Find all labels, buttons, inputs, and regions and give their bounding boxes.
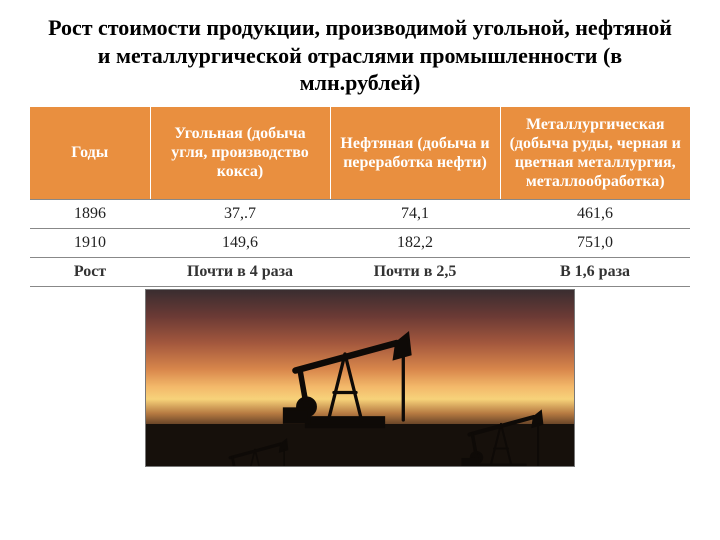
pumpjack-icon [273, 310, 416, 431]
cell-oil: 182,2 [330, 229, 500, 258]
col-header-year: Годы [30, 107, 150, 200]
col-header-coal: Угольная (добыча угля, производство кокс… [150, 107, 330, 200]
growth-coal: Почти в 4 раза [150, 258, 330, 287]
cell-coal: 37,.7 [150, 200, 330, 229]
growth-label: Рост [30, 258, 150, 287]
pumpjack-sunset-image [145, 289, 575, 467]
growth-metal: В 1,6 раза [500, 258, 690, 287]
table-row: 1910 149,6 182,2 751,0 [30, 229, 690, 258]
pumpjack-icon [220, 427, 292, 467]
col-header-oil: Нефтяная (добыча и переработка нефти) [330, 107, 500, 200]
table-header-row: Годы Угольная (добыча угля, производство… [30, 107, 690, 200]
growth-oil: Почти в 2,5 [330, 258, 500, 287]
table-growth-row: Рост Почти в 4 раза Почти в 2,5 В 1,6 ра… [30, 258, 690, 287]
cell-metal: 751,0 [500, 229, 690, 258]
col-header-metal: Металлургическая (добыча руды, черная и … [500, 107, 690, 200]
table-row: 1896 37,.7 74,1 461,6 [30, 200, 690, 229]
cell-coal: 149,6 [150, 229, 330, 258]
cell-year: 1910 [30, 229, 150, 258]
cell-oil: 74,1 [330, 200, 500, 229]
page-title: Рост стоимости продукции, производимой у… [0, 0, 720, 107]
production-table: Годы Угольная (добыча угля, производство… [30, 107, 690, 288]
cell-year: 1896 [30, 200, 150, 229]
cell-metal: 461,6 [500, 200, 690, 229]
pumpjack-icon [455, 396, 546, 467]
